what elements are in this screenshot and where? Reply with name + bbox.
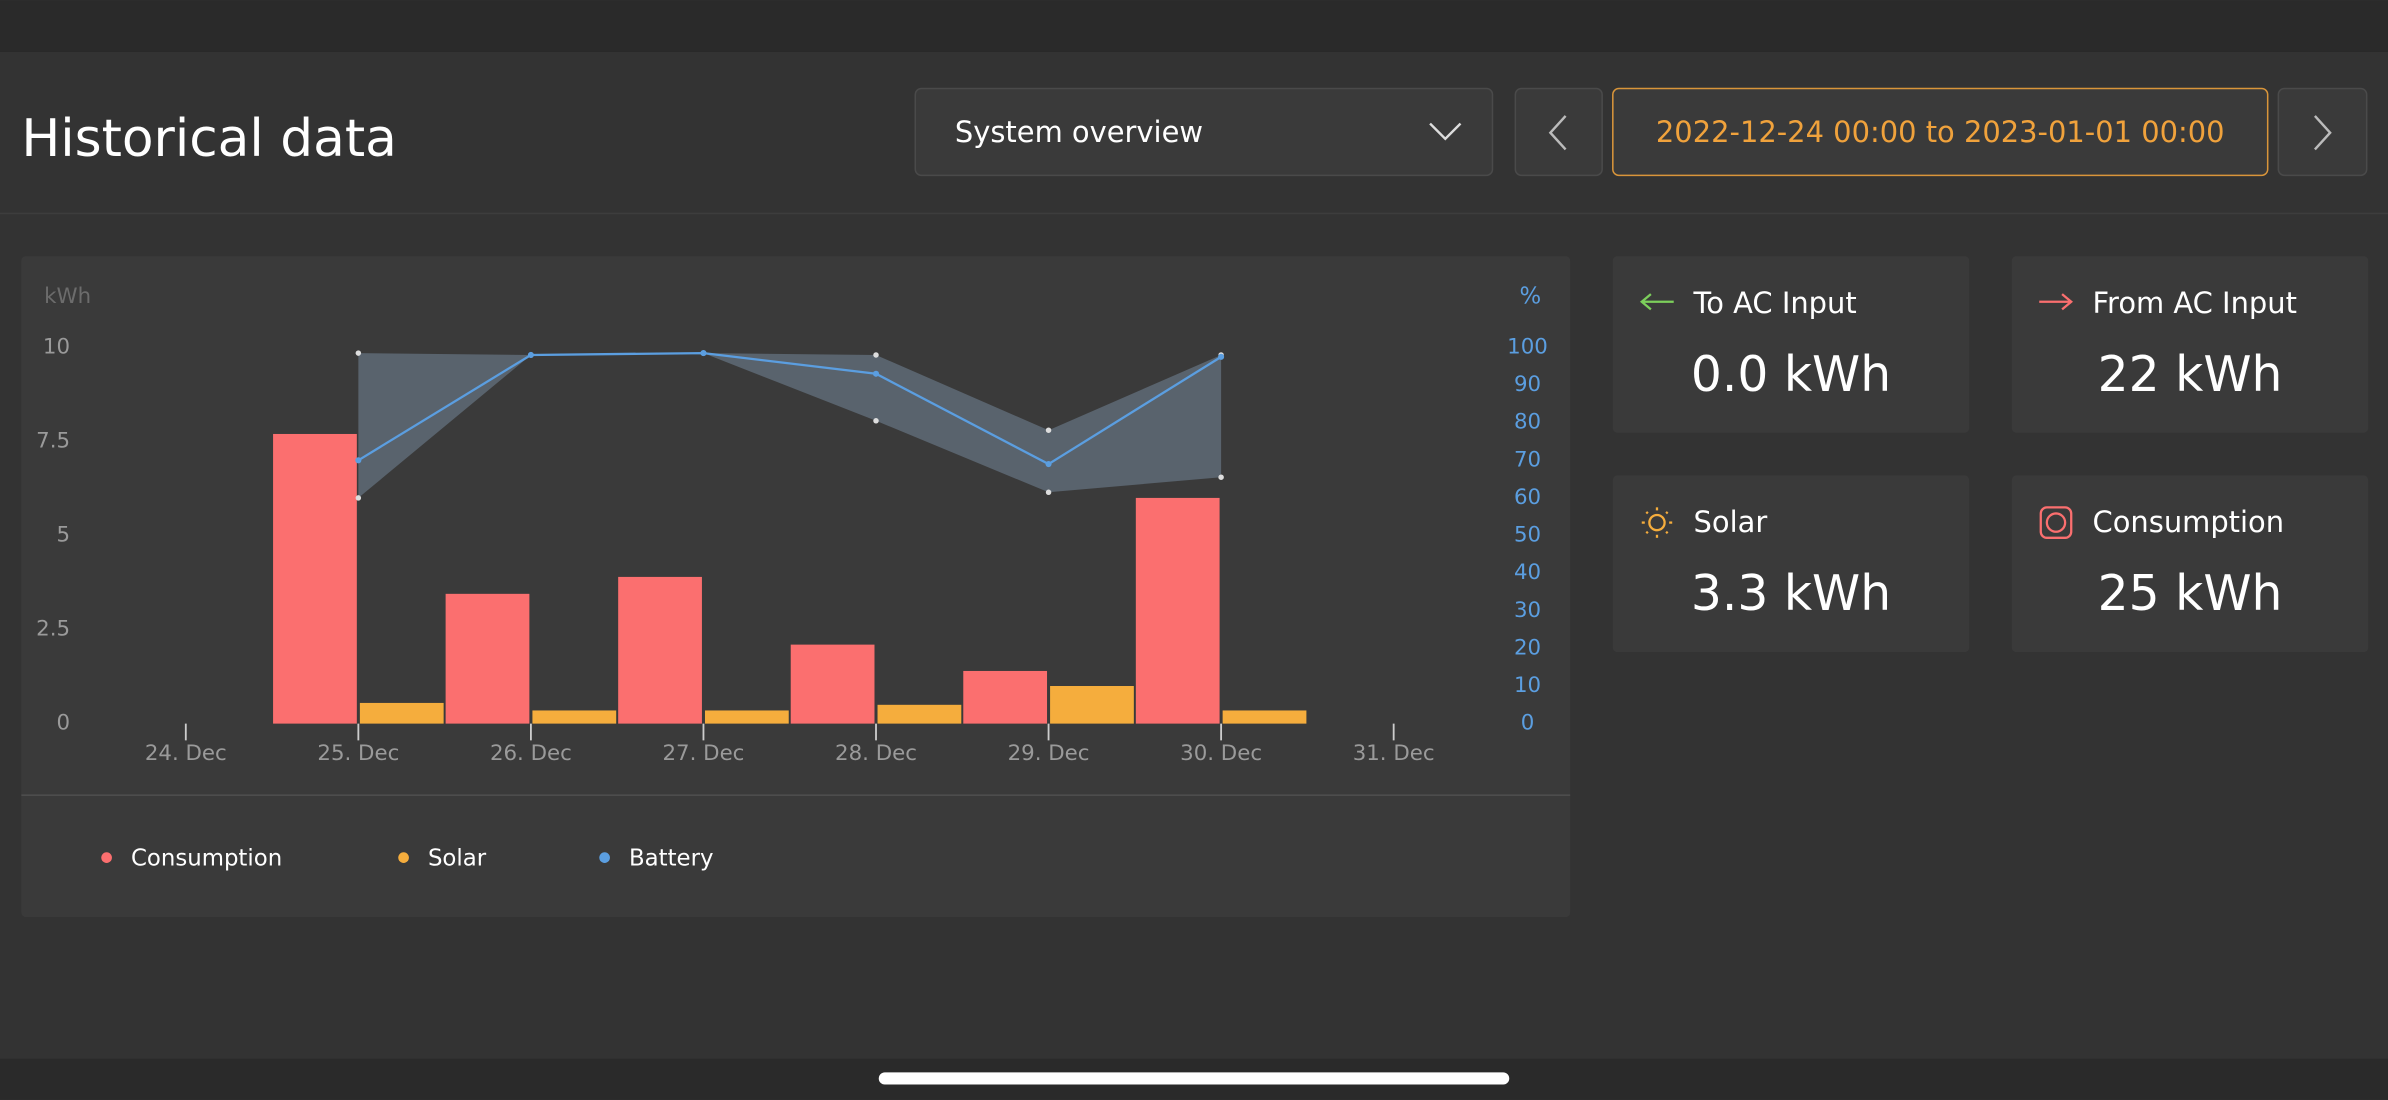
card-title: From AC Input [2093, 286, 2297, 320]
card [2011, 256, 2369, 433]
bar [1050, 686, 1134, 724]
range-point [355, 495, 362, 501]
card [2011, 475, 2369, 653]
date-range-button[interactable] [1612, 87, 2269, 177]
date-range: 2022-12-24 00:00 to 2023-01-01 00:00 [1656, 115, 2225, 149]
card-value: 0.0 kWh [1691, 347, 1891, 403]
home-indicator [878, 1072, 1510, 1085]
y2-tick-label: 40 [1514, 560, 1541, 585]
range-point [873, 418, 879, 424]
x-tick-label: 30. Dec [1180, 741, 1262, 766]
range-point [873, 352, 879, 358]
x-tick-label: 24. Dec [145, 741, 227, 766]
card-value: 25 kWh [2098, 566, 2283, 622]
icon-arrow-right [2061, 293, 2074, 311]
y2-tick-label: 10 [1514, 673, 1541, 698]
card-value: 22 kWh [2098, 347, 2283, 403]
range-point [1218, 474, 1224, 480]
card-value: 3.3 kWh [1691, 566, 1891, 622]
range-point [1045, 489, 1052, 496]
y2-tick-label: 50 [1514, 523, 1541, 548]
card-title: Solar [1694, 505, 1768, 539]
dropdown-label: System overview [955, 115, 1203, 149]
bar [1135, 497, 1220, 724]
y-tick-label: 2.5 [36, 617, 70, 642]
bar [359, 702, 444, 724]
bar [532, 710, 617, 724]
prev-button[interactable] [1514, 87, 1603, 177]
bar [445, 593, 530, 724]
card [1612, 475, 1970, 653]
bar [704, 710, 789, 724]
range-point [1045, 427, 1052, 433]
card-title: To AC Input [1693, 286, 1857, 320]
icon-sun [1641, 507, 1673, 538]
x-tick-label: 31. Dec [1353, 741, 1435, 766]
bar [877, 704, 962, 724]
battery-point [1045, 461, 1052, 468]
battery-point [700, 350, 707, 357]
page-title: Historical data [21, 109, 397, 169]
bar [1222, 710, 1307, 724]
legend-label: Solar [428, 846, 487, 872]
legend-label: Battery [629, 846, 714, 872]
y2-tick-label: 90 [1514, 372, 1541, 397]
legend-label: Consumption [131, 846, 282, 872]
card-title: Consumption [2093, 505, 2285, 539]
y2-tick-label: 30 [1514, 598, 1541, 623]
card [1612, 256, 1970, 433]
y-tick-label: 0 [56, 711, 70, 736]
next-button[interactable] [2277, 87, 2368, 177]
y-tick-label: 5 [56, 523, 70, 548]
legend-dot [101, 852, 112, 863]
y2-tick-label: 0 [1521, 711, 1535, 736]
prev-icon [1548, 115, 1567, 151]
x-tick-label: 25. Dec [317, 741, 399, 766]
y2-tick-label: 70 [1514, 447, 1541, 472]
battery-point [1218, 353, 1225, 360]
y2-tick-label: 60 [1514, 485, 1541, 510]
status-bar [0, 0, 2388, 52]
battery-range [358, 353, 1222, 498]
y2-tick-label: 20 [1514, 635, 1541, 660]
y2-axis-label: % [1520, 284, 1542, 310]
bar [618, 576, 702, 724]
y-axis-label: kWh [44, 284, 91, 309]
dropdown-chevron [1429, 122, 1462, 141]
battery-point [355, 457, 362, 464]
dropdown[interactable] [914, 87, 1494, 177]
y2-tick-label: 100 [1507, 334, 1548, 359]
x-tick-label: 28. Dec [835, 741, 917, 766]
y2-tick-label: 80 [1514, 410, 1541, 435]
icon-socket [2039, 506, 2073, 539]
legend-dot [398, 852, 409, 863]
x-tick-label: 29. Dec [1008, 741, 1090, 766]
range-point [355, 350, 362, 356]
battery-point [872, 370, 880, 377]
bar [790, 644, 875, 724]
legend-dot [599, 852, 610, 863]
x-tick-label: 27. Dec [662, 741, 744, 766]
battery-line [357, 351, 1222, 466]
y-tick-label: 10 [43, 334, 70, 359]
y-tick-label: 7.5 [36, 428, 70, 453]
bar [963, 670, 1048, 724]
next-icon [2313, 115, 2332, 151]
bar [273, 433, 357, 724]
battery-point [527, 351, 534, 359]
cards: To AC Input 0.0 kWh From AC Input 22 kWh Sol… [1612, 256, 2369, 653]
x-tick-label: 26. Dec [490, 741, 572, 766]
